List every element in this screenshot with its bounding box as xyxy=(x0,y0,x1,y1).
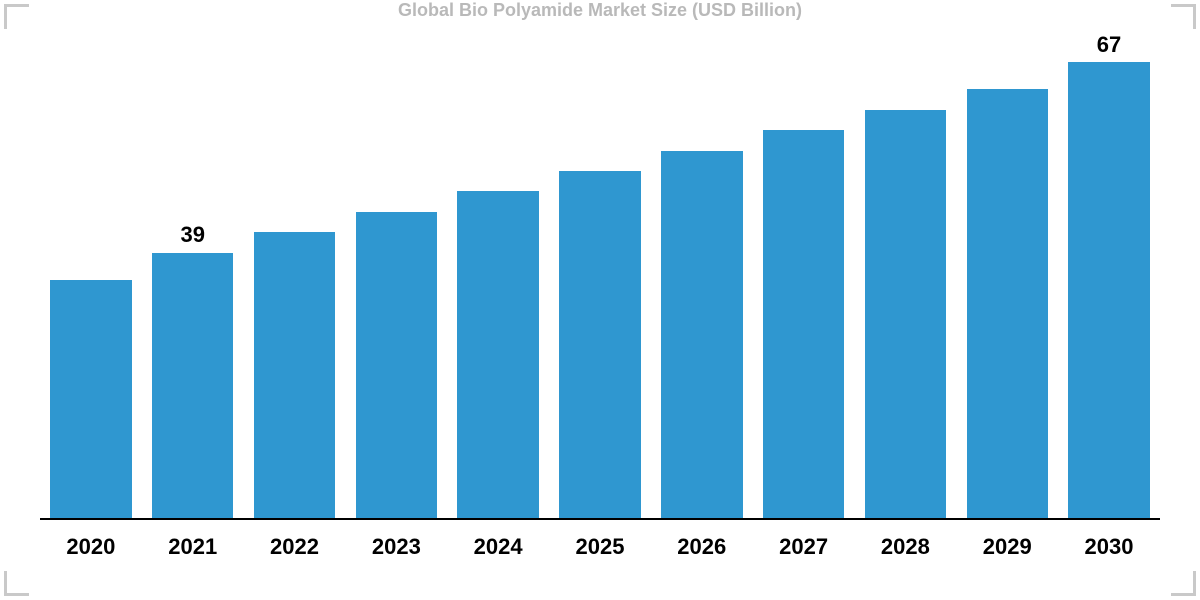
x-axis-labels: 2020202120222023202420252026202720282029… xyxy=(40,534,1160,560)
bar xyxy=(967,89,1048,518)
bar-column xyxy=(651,28,753,518)
bar-column xyxy=(753,28,855,518)
x-tick-label: 2024 xyxy=(447,534,549,560)
x-tick-label: 2020 xyxy=(40,534,142,560)
bar xyxy=(254,232,335,518)
bar-column xyxy=(345,28,447,518)
bar xyxy=(50,280,131,518)
bar xyxy=(1068,62,1149,518)
corner-marker-bottom-right xyxy=(1171,571,1196,596)
bar xyxy=(559,171,640,518)
bar xyxy=(865,110,946,518)
x-tick-label: 2023 xyxy=(345,534,447,560)
chart-title: Global Bio Polyamide Market Size (USD Bi… xyxy=(0,0,1200,21)
bar xyxy=(763,130,844,518)
bar-value-label: 39 xyxy=(180,222,204,248)
x-tick-label: 2022 xyxy=(244,534,346,560)
bar-column xyxy=(40,28,142,518)
bar-column xyxy=(244,28,346,518)
x-tick-label: 2028 xyxy=(855,534,957,560)
x-tick-label: 2021 xyxy=(142,534,244,560)
x-tick-label: 2030 xyxy=(1058,534,1160,560)
bar-chart: Global Bio Polyamide Market Size (USD Bi… xyxy=(0,0,1200,600)
plot-area: 39 67 xyxy=(40,30,1160,520)
bar-column: 67 xyxy=(1058,28,1160,518)
bar-column xyxy=(855,28,957,518)
x-tick-label: 2027 xyxy=(753,534,855,560)
bar-column xyxy=(447,28,549,518)
corner-marker-bottom-left xyxy=(4,571,29,596)
bar xyxy=(661,151,742,519)
corner-marker-top-right xyxy=(1171,4,1196,29)
bars-container: 39 67 xyxy=(40,28,1160,518)
x-axis-line xyxy=(40,518,1160,520)
corner-marker-top-left xyxy=(4,4,29,29)
bar xyxy=(152,253,233,518)
x-tick-label: 2025 xyxy=(549,534,651,560)
bar xyxy=(457,191,538,518)
bar-column: 39 xyxy=(142,28,244,518)
bar-value-label: 67 xyxy=(1097,32,1121,58)
bar-column xyxy=(549,28,651,518)
bar xyxy=(356,212,437,518)
x-tick-label: 2026 xyxy=(651,534,753,560)
x-tick-label: 2029 xyxy=(956,534,1058,560)
bar-column xyxy=(956,28,1058,518)
